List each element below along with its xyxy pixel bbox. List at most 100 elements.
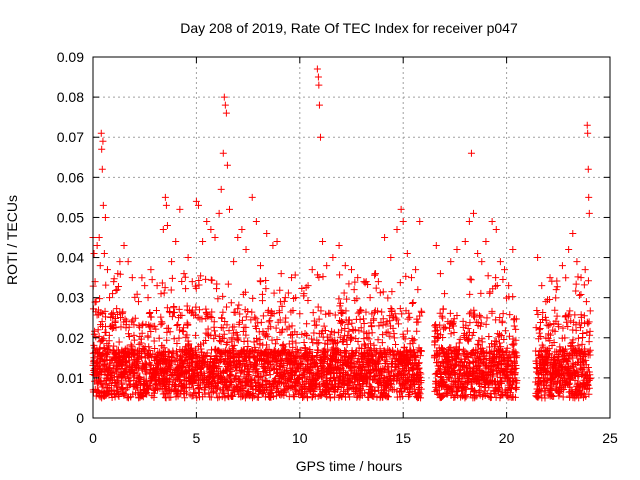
roti-point: [182, 389, 190, 397]
roti-point: [276, 309, 284, 317]
roti-point: [298, 285, 306, 293]
roti-peak-point: [168, 258, 176, 266]
roti-point: [117, 314, 125, 322]
roti-point: [564, 312, 572, 320]
roti-point: [152, 306, 160, 314]
roti-point: [229, 392, 237, 400]
roti-point: [384, 393, 392, 401]
roti-peak-point: [222, 109, 230, 117]
roti-peak-point: [360, 278, 368, 286]
roti-peak-point: [315, 81, 323, 89]
roti-point: [306, 347, 314, 355]
roti-point: [286, 348, 294, 356]
roti-point: [128, 342, 136, 350]
roti-point: [577, 291, 585, 299]
roti-point: [432, 323, 440, 331]
roti-point: [125, 323, 133, 331]
roti-point: [586, 375, 594, 383]
roti-point: [350, 286, 358, 294]
roti-peak-point: [407, 274, 415, 282]
roti-point: [106, 364, 114, 372]
roti-point: [289, 343, 297, 351]
roti-peak-point: [207, 225, 215, 233]
roti-point: [380, 374, 388, 382]
roti-point: [270, 289, 278, 297]
roti-peak-point: [141, 282, 149, 290]
roti-point: [465, 335, 473, 343]
roti-point: [361, 389, 369, 397]
roti-point: [581, 350, 589, 358]
roti-point: [243, 365, 251, 373]
roti-peak-point: [447, 258, 455, 266]
roti-point: [486, 349, 494, 357]
roti-point: [315, 315, 323, 323]
roti-point: [364, 280, 372, 288]
roti-point: [271, 364, 279, 372]
roti-point: [439, 334, 447, 342]
roti-point: [386, 332, 394, 340]
roti-point: [532, 324, 540, 332]
roti-point: [582, 298, 590, 306]
roti-point: [285, 323, 293, 331]
roti-point: [310, 317, 318, 325]
roti-point: [241, 394, 249, 402]
roti-point: [495, 383, 503, 391]
roti-point: [480, 349, 488, 357]
roti-point: [219, 292, 227, 300]
roti-point: [482, 320, 490, 328]
roti-point: [352, 348, 360, 356]
roti-point: [496, 339, 504, 347]
roti-point: [178, 278, 186, 285]
roti-point: [437, 371, 445, 379]
roti-point: [494, 330, 502, 338]
roti-point: [117, 323, 125, 331]
roti-point: [585, 348, 593, 356]
roti-peak-point: [281, 294, 289, 302]
roti-point: [207, 276, 215, 284]
roti-point: [337, 319, 345, 327]
roti-point: [370, 308, 378, 316]
roti-point: [195, 281, 203, 289]
roti-point: [289, 307, 297, 315]
roti-peak-point: [416, 217, 424, 225]
roti-point: [184, 321, 192, 329]
roti-point: [492, 338, 500, 346]
roti-point: [417, 385, 425, 393]
roti-point: [280, 362, 288, 370]
roti-point: [164, 356, 172, 364]
roti-point: [119, 308, 127, 316]
roti-point: [483, 314, 491, 322]
roti-point: [239, 357, 247, 365]
roti-point: [338, 326, 346, 334]
roti-point: [586, 327, 594, 335]
roti-peak-point: [242, 246, 250, 254]
roti-peak-point: [585, 209, 593, 217]
roti-point: [228, 367, 236, 375]
roti-point: [138, 329, 146, 337]
roti-point: [207, 393, 215, 401]
roti-point: [155, 334, 163, 342]
roti-point: [254, 319, 262, 327]
roti-point: [384, 294, 392, 302]
roti-point: [559, 393, 567, 401]
roti-peak-point: [269, 242, 277, 250]
roti-point: [115, 391, 123, 399]
roti-point: [152, 325, 160, 333]
roti-point: [408, 299, 416, 307]
roti-point: [571, 311, 579, 319]
roti-point: [466, 290, 474, 298]
roti-point: [345, 377, 353, 385]
roti-point: [533, 393, 541, 401]
roti-peak-point: [470, 209, 478, 217]
roti-point: [496, 330, 504, 338]
roti-point: [343, 295, 351, 303]
roti-point: [252, 315, 260, 323]
roti-point: [464, 336, 472, 344]
roti-point: [553, 312, 561, 320]
roti-point: [368, 329, 376, 337]
roti-point: [584, 320, 592, 328]
roti-point: [223, 339, 231, 347]
roti-point: [567, 317, 575, 325]
roti-point: [327, 385, 335, 393]
roti-point: [108, 324, 116, 332]
